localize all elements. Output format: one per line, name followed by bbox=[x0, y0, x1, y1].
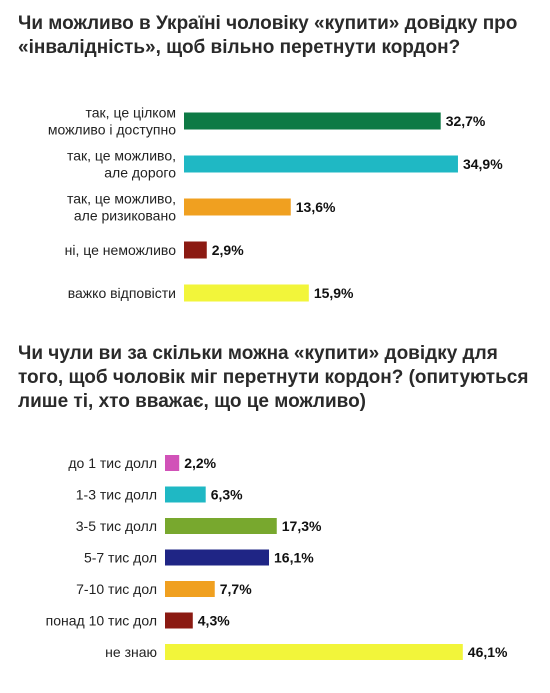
chart2-bar bbox=[165, 455, 180, 471]
chart2-category-label-line: 7-10 тис дол bbox=[76, 581, 157, 597]
chart2-category-label: понад 10 тис дол bbox=[46, 613, 157, 629]
chart2-category-label: 5-7 тис дол bbox=[84, 550, 157, 566]
chart2-bar bbox=[165, 612, 193, 629]
chart1-category-label: ні, це неможливо bbox=[65, 242, 177, 258]
chart2-bar bbox=[165, 486, 206, 503]
chart2-category-label-line: понад 10 тис дол bbox=[46, 613, 157, 629]
chart2-value-label: 7,7% bbox=[220, 581, 252, 597]
chart1-category-label: так, це можливо, але дорого bbox=[67, 148, 176, 181]
chart1-value-label: 2,9% bbox=[212, 242, 244, 258]
chart1-svg: так, це цілком можливо і доступно 32,7% так… bbox=[48, 105, 503, 302]
chart1-category-label-line: так, це можливо, bbox=[67, 191, 176, 207]
chart1-category-label-line: але ризиковано bbox=[74, 208, 176, 224]
chart2-title: Чи чули ви за скільки можна «купити» дов… bbox=[18, 343, 529, 412]
chart1-category-label-line: так, це цілком bbox=[86, 105, 176, 121]
chart1-category-label-line: але дорого bbox=[104, 165, 176, 181]
chart1-bar bbox=[184, 241, 207, 259]
chart2-value-label: 6,3% bbox=[211, 487, 243, 503]
chart2-category-label-line: до 1 тис долл bbox=[68, 455, 157, 471]
chart2-bar bbox=[165, 581, 215, 597]
chart2-bar bbox=[165, 518, 277, 534]
chart2-value-label: 16,1% bbox=[274, 550, 314, 566]
chart1-category-label-line: важко відповісти bbox=[68, 285, 176, 301]
chart2-category-label: 1-3 тис долл bbox=[76, 487, 157, 503]
chart1-bar bbox=[184, 112, 441, 130]
chart1-bar bbox=[184, 284, 309, 302]
chart1-bar bbox=[184, 155, 458, 173]
chart1-category-label: так, це цілком можливо і доступно bbox=[48, 105, 176, 138]
chart2-bar bbox=[165, 644, 463, 660]
chart1-value-label: 15,9% bbox=[314, 285, 354, 301]
chart2-category-label: 3-5 тис долл bbox=[76, 518, 157, 534]
chart2-value-label: 4,3% bbox=[198, 613, 230, 629]
chart1-category-label-line: можливо і доступно bbox=[48, 122, 176, 138]
chart2-category-label: до 1 тис долл bbox=[68, 455, 157, 471]
chart2-value-label: 17,3% bbox=[282, 518, 322, 534]
chart2-category-label-line: не знаю bbox=[105, 644, 157, 660]
chart2-value-label: 2,2% bbox=[184, 455, 216, 471]
chart2-category-label-line: 3-5 тис долл bbox=[76, 518, 157, 534]
chart1-category-label-line: ні, це неможливо bbox=[65, 242, 177, 258]
chart1-title: Чи можливо в Україні чоловіку «купити» д… bbox=[18, 13, 518, 58]
chart1-bar bbox=[184, 198, 291, 216]
chart2-bar bbox=[165, 549, 270, 566]
chart2-category-label: 7-10 тис дол bbox=[76, 581, 157, 597]
chart1-category-label: важко відповісти bbox=[68, 285, 176, 301]
chart2-category-label-line: 5-7 тис дол bbox=[84, 550, 157, 566]
chart2-value-label: 46,1% bbox=[468, 644, 508, 660]
chart1-category-label-line: так, це можливо, bbox=[67, 148, 176, 164]
chart2-svg: до 1 тис долл 2,2% 1-3 тис долл 6,3% 3-5 тис… bbox=[46, 455, 508, 660]
chart2-category-label-line: 1-3 тис долл bbox=[76, 487, 157, 503]
chart1-value-label: 32,7% bbox=[446, 113, 486, 129]
chart1-category-label: так, це можливо, але ризиковано bbox=[67, 191, 176, 224]
chart1-value-label: 13,6% bbox=[296, 199, 336, 215]
chart1-value-label: 34,9% bbox=[463, 156, 503, 172]
chart2-category-label: не знаю bbox=[105, 644, 157, 660]
